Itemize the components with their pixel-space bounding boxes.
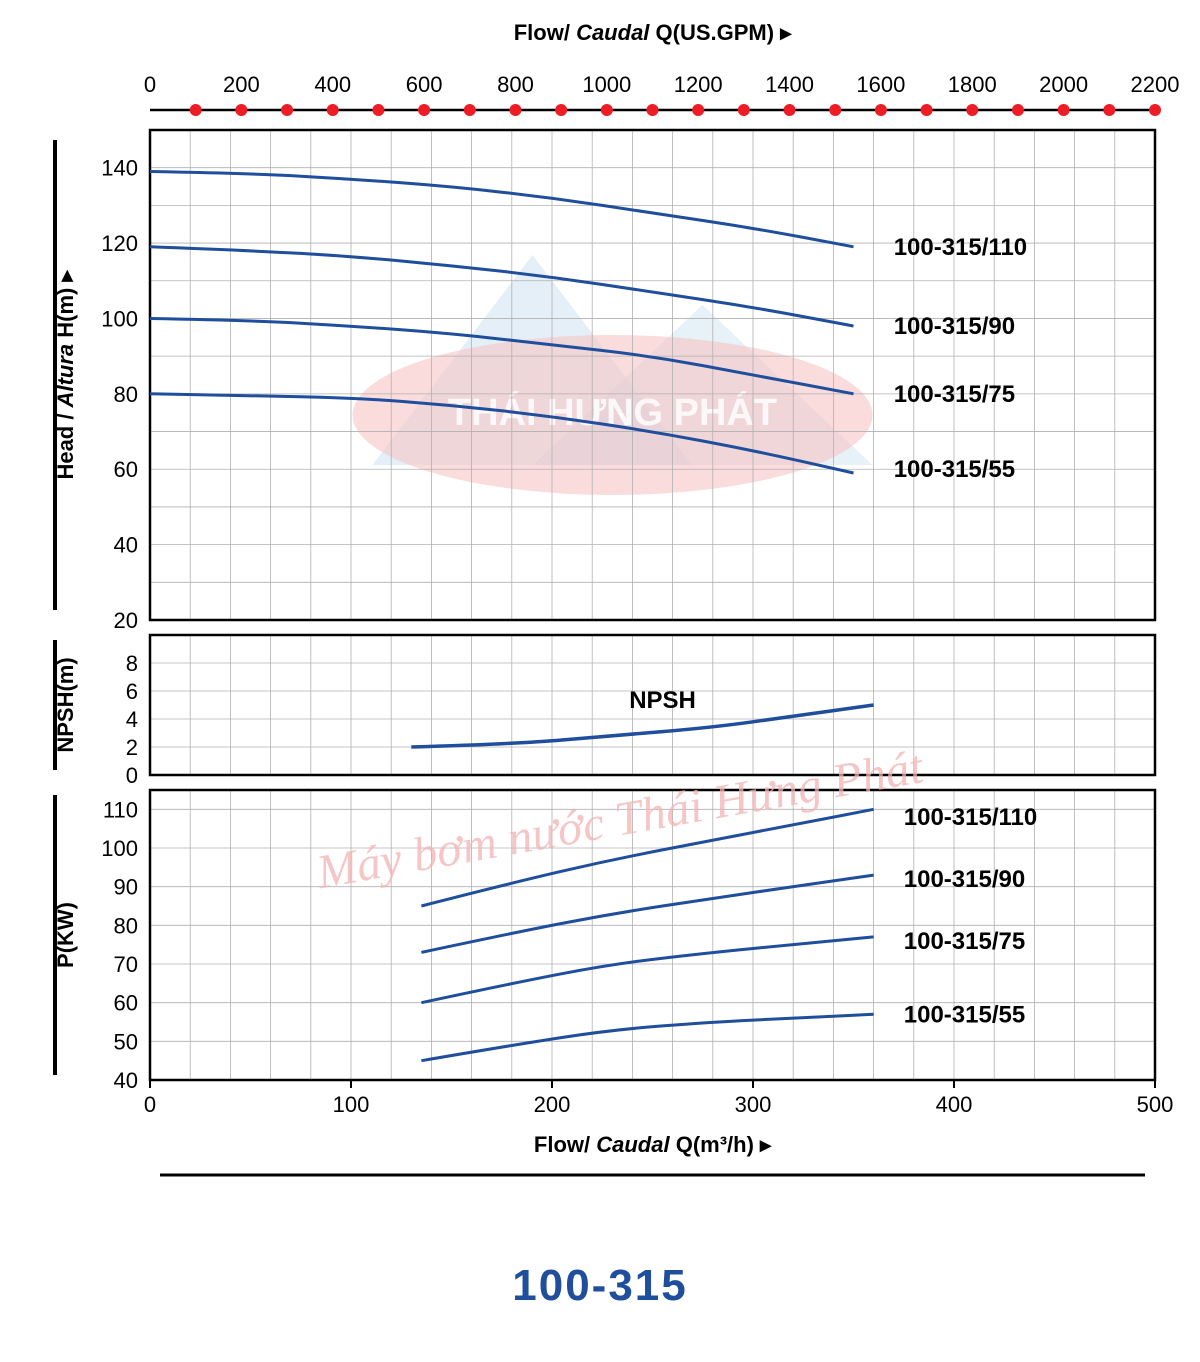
npsh-curve-label: NPSH (629, 687, 696, 714)
chart-title: 100-315 (512, 1261, 687, 1310)
top-axis-marker (784, 104, 796, 116)
top-axis-marker (235, 104, 247, 116)
top-axis-marker (281, 104, 293, 116)
top-axis-marker (1103, 104, 1115, 116)
head-ytick: 40 (114, 533, 138, 558)
svg-text:THÁI HƯNG PHÁT: THÁI HƯNG PHÁT (448, 390, 777, 434)
top-tick: 2200 (1131, 72, 1180, 97)
head-ytick: 60 (114, 457, 138, 482)
power-ytick: 50 (114, 1029, 138, 1054)
top-axis-marker (692, 104, 704, 116)
watermark-script: Máy bơm nước Thái Hưng Phát (312, 740, 929, 899)
head-ytick: 140 (101, 156, 138, 181)
bottom-tick: 400 (936, 1092, 973, 1117)
top-tick: 1600 (856, 72, 905, 97)
top-axis-marker (601, 104, 613, 116)
head-ytick: 120 (101, 231, 138, 256)
top-axis-marker (1149, 104, 1161, 116)
top-axis-marker (966, 104, 978, 116)
npsh-ytick: 8 (126, 651, 138, 676)
power-ytick: 110 (103, 797, 138, 822)
top-tick: 2000 (1039, 72, 1088, 97)
head-ytick: 100 (101, 306, 138, 331)
top-axis-marker (464, 104, 476, 116)
top-axis-marker (829, 104, 841, 116)
power-curve-label: 100-315/110 (904, 804, 1037, 831)
power-ytick: 100 (101, 836, 138, 861)
bottom-tick: 300 (735, 1092, 772, 1117)
power-curve-label: 100-315/90 (904, 866, 1025, 893)
power-ytick: 80 (114, 913, 138, 938)
power-ytick: 90 (114, 875, 138, 900)
top-tick: 600 (406, 72, 443, 97)
head-curve-label: 100-315/110 (894, 234, 1027, 261)
head-ytick: 80 (114, 382, 138, 407)
bottom-tick: 200 (534, 1092, 571, 1117)
top-tick: 200 (223, 72, 260, 97)
bottom-tick: 100 (333, 1092, 370, 1117)
head-ytick: 20 (114, 608, 138, 633)
top-tick: 0 (144, 72, 156, 97)
npsh-ytick: 2 (126, 735, 138, 760)
top-axis-marker (418, 104, 430, 116)
pump-curve-chart: THÁI HƯNG PHÁT Flow/ Caudal Q(US.GPM) ▸ 0 2… (0, 0, 1200, 1362)
top-axis-marker (738, 104, 750, 116)
top-tick: 1000 (582, 72, 631, 97)
power-curve (421, 1014, 873, 1060)
top-axis-marker (1012, 104, 1024, 116)
top-axis-marker (555, 104, 567, 116)
power-curve-label: 100-315/55 (904, 1001, 1025, 1028)
power-curve (421, 937, 873, 1003)
top-tick: 1800 (948, 72, 997, 97)
top-tick: 1400 (765, 72, 814, 97)
head-curve-label: 100-315/55 (894, 456, 1015, 483)
top-axis-marker (921, 104, 933, 116)
head-curve-label: 100-315/90 (894, 313, 1015, 340)
power-ytick: 60 (114, 991, 138, 1016)
power-ytick: 40 (114, 1068, 138, 1093)
npsh-ytick: 0 (126, 763, 138, 788)
power-ytick: 70 (114, 952, 138, 977)
power-curve-label: 100-315/75 (904, 928, 1025, 955)
top-tick: 1200 (674, 72, 723, 97)
top-axis-title: Flow/ Caudal Q(US.GPM) ▸ (514, 20, 792, 45)
top-axis-marker (190, 104, 202, 116)
head-curve-label: 100-315/75 (894, 381, 1015, 408)
top-axis-marker (327, 104, 339, 116)
head-curve (150, 172, 854, 247)
top-axis-marker (1058, 104, 1070, 116)
bottom-axis-title: Flow/ Caudal Q(m³/h) ▸ (534, 1132, 772, 1157)
top-axis-marker (372, 104, 384, 116)
top-tick: 800 (497, 72, 534, 97)
top-axis-marker (875, 104, 887, 116)
bottom-tick: 0 (144, 1092, 156, 1117)
top-tick: 400 (314, 72, 351, 97)
bottom-tick: 500 (1137, 1092, 1174, 1117)
top-axis-marker (647, 104, 659, 116)
top-axis-marker (509, 104, 521, 116)
npsh-ytick: 4 (126, 707, 138, 732)
npsh-ytick: 6 (126, 679, 138, 704)
